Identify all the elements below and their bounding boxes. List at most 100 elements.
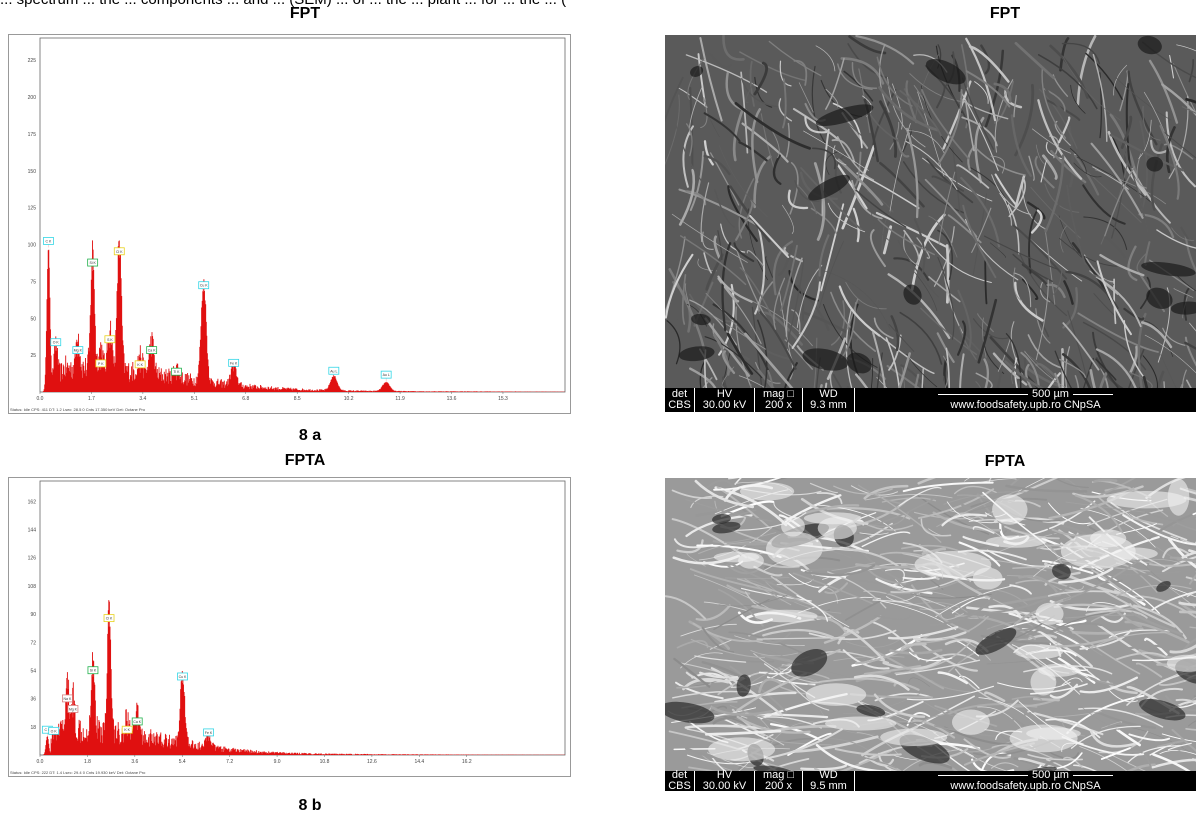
sem-fiber (1041, 66, 1067, 139)
sem-fiber (1061, 677, 1083, 686)
sem-fiber (856, 732, 899, 755)
sem-fiber (1040, 281, 1051, 303)
sem-fiber (813, 162, 826, 241)
sem-fiber (974, 116, 985, 184)
sem-fiber (1122, 514, 1196, 546)
sem-fiber (741, 78, 778, 108)
sem-fiber (1183, 287, 1191, 321)
sem-fiber (794, 180, 820, 202)
sem-fiber (877, 218, 935, 256)
x-tick-label: 8.5 (294, 396, 301, 402)
y-tick-label: 144 (28, 528, 37, 534)
sem-fiber (778, 245, 793, 276)
sem-fiber (773, 277, 786, 330)
sem-fiber (906, 130, 945, 154)
sem-fiber (925, 235, 992, 284)
status-line: Status: Idle CPS: 222 DT: 1.4 Lsec: 29.4… (10, 770, 146, 775)
sem-fiber (1042, 154, 1058, 180)
sem-fiber (1076, 35, 1097, 106)
sem-fiber (758, 669, 792, 675)
sem-fiber (925, 653, 978, 663)
x-tick-label: 3.4 (139, 396, 146, 402)
sem-highlight (1106, 491, 1187, 509)
sem-fiber (935, 585, 1014, 618)
sem-fiber (965, 70, 1011, 108)
sem-fiber (1161, 733, 1196, 742)
sem-fiber (1093, 478, 1118, 483)
sem-fiber (1169, 55, 1175, 79)
sem-fiber (1181, 551, 1196, 559)
sem-fiber (1159, 750, 1196, 755)
sem-highlight (1090, 529, 1127, 548)
sem-fiber (997, 337, 1011, 372)
sem-void (712, 514, 731, 524)
sem-fiber (749, 60, 755, 107)
sem-fiber (821, 522, 893, 552)
sem-fiber (1161, 83, 1196, 117)
peak-label-box (50, 338, 62, 347)
sem-fiber (811, 65, 827, 145)
sem-highlight (805, 683, 867, 706)
sem-fiber (671, 213, 748, 263)
x-tick-label: 7.2 (226, 759, 233, 765)
sem-fiber (1128, 733, 1171, 742)
sem-fiber (837, 158, 884, 206)
sem-fiber (678, 168, 696, 226)
eds-spectrum-b: 18 36 54 72 90 108 126 144 162 0.0 1.8 3.6 5.4 7.2 9.0… (8, 477, 571, 777)
sem-fiber (972, 318, 1009, 340)
sem-fiber (735, 306, 753, 391)
sem-void (975, 627, 1017, 655)
sem-fiber (1093, 274, 1115, 286)
sem-void (1141, 261, 1196, 277)
peak-label-box (95, 359, 107, 368)
sem-fiber (1049, 751, 1080, 760)
peak-label: C K (46, 239, 53, 243)
sem-highlight (1030, 668, 1057, 696)
sem-fiber (801, 504, 860, 515)
sem-highlight (740, 482, 795, 501)
sem-fiber (869, 229, 886, 268)
y-tick-label: 126 (28, 556, 37, 562)
sem-fiber (977, 298, 998, 364)
sem-fiber (1127, 744, 1181, 763)
sem-fiber (1086, 602, 1122, 612)
sem-fiber (975, 372, 993, 390)
peak-label-box (48, 726, 60, 735)
sem-fiber (921, 89, 970, 160)
sem-fiber (1116, 725, 1196, 757)
sem-highlight (817, 516, 857, 540)
sem-fiber (826, 507, 911, 520)
sem-fiber (905, 127, 919, 219)
sem-fiber (1173, 288, 1194, 298)
x-tick-label: 11.9 (395, 396, 405, 402)
sem-fiber (726, 563, 759, 575)
sem-fiber (957, 549, 1027, 561)
sem-fiber (867, 568, 906, 585)
sem-fiber (703, 140, 714, 166)
sem-fiber (888, 323, 915, 352)
sem-fiber (994, 173, 1018, 207)
sem-fiber (1136, 252, 1148, 274)
sem-fiber (1165, 126, 1176, 174)
sem-fiber (837, 629, 860, 645)
sem-fiber (919, 606, 948, 611)
sem-fiber (906, 685, 995, 701)
sem-highlight (985, 535, 1047, 548)
x-tick-label: 5.1 (191, 396, 198, 402)
sem-fiber (863, 664, 922, 676)
sem-fiber (909, 593, 992, 599)
sem-fiber (684, 724, 767, 730)
sem-fiber (782, 78, 787, 129)
sem-fiber (1062, 56, 1122, 121)
sem-fiber (900, 642, 927, 651)
sem-fiber (1148, 59, 1179, 124)
sem-fiber (902, 161, 965, 214)
sem-fiber (1050, 639, 1093, 668)
sem-fiber (1176, 558, 1196, 563)
sem-fiber (726, 584, 751, 595)
peak-label: P K (98, 362, 104, 366)
sem-fiber (1040, 160, 1048, 183)
sem-fiber (1064, 614, 1141, 619)
sem-fiber (937, 256, 955, 340)
sem-fiber (804, 116, 828, 134)
